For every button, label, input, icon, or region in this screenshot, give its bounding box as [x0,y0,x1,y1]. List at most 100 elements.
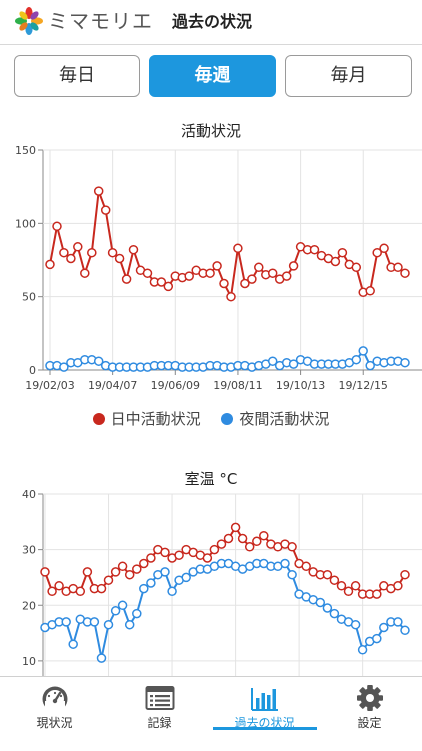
data-point[interactable] [93,186,104,196]
data-point[interactable] [343,586,354,597]
legend-nighttime[interactable]: 夜間活動状況 [221,408,329,429]
data-point[interactable] [80,268,90,278]
data-point[interactable] [202,553,213,563]
data-point[interactable] [117,561,128,572]
data-point[interactable] [226,291,236,302]
data-point[interactable] [400,569,410,580]
data-point[interactable] [336,581,347,591]
data-point[interactable] [393,581,403,591]
data-point[interactable] [52,221,62,232]
data-point[interactable] [96,583,107,594]
data-point[interactable] [139,583,149,594]
data-point[interactable] [233,243,243,254]
data-point[interactable] [209,544,220,555]
data-point[interactable] [252,536,262,547]
data-point[interactable] [280,558,290,569]
data-point[interactable] [61,617,71,627]
data-point[interactable] [68,639,78,649]
data-point[interactable] [93,356,104,366]
data-point[interactable] [75,586,86,597]
data-point[interactable] [358,346,368,356]
data-point[interactable] [142,268,153,278]
tab-current-status[interactable]: 現状況 [2,677,107,737]
data-point[interactable] [350,619,361,630]
data-point[interactable] [205,268,215,278]
data-point[interactable] [212,261,222,271]
data-point[interactable] [163,281,174,292]
data-point[interactable] [100,205,111,215]
data-point[interactable] [146,578,156,588]
data-point[interactable] [281,271,292,281]
data-point[interactable] [372,589,382,599]
data-point[interactable] [223,533,234,544]
data-point[interactable] [309,244,320,255]
data-point[interactable] [121,274,132,284]
period-tab-daily[interactable]: 毎日 [14,55,140,97]
data-point[interactable] [117,600,128,611]
data-point[interactable] [240,278,250,289]
data-point[interactable] [114,253,125,264]
data-point[interactable] [219,278,229,289]
data-point[interactable] [73,242,83,252]
data-point[interactable] [139,558,149,569]
data-point[interactable] [400,268,410,278]
data-point[interactable] [128,244,139,255]
data-point[interactable] [96,653,107,663]
data-point[interactable] [301,561,311,572]
data-point[interactable] [160,547,170,558]
data-point[interactable] [59,362,69,372]
data-point[interactable] [357,645,368,655]
data-point[interactable] [400,357,410,368]
data-point[interactable] [132,564,142,574]
data-point[interactable] [400,625,410,636]
data-point[interactable] [216,539,227,549]
data-point[interactable] [329,575,340,585]
data-point[interactable] [288,359,299,369]
data-point[interactable] [107,247,118,258]
period-tab-weekly[interactable]: 毎週 [149,55,276,97]
data-point[interactable] [174,550,184,560]
data-point[interactable] [103,619,114,630]
data-point[interactable] [110,606,121,616]
data-point[interactable] [287,542,297,552]
data-point[interactable] [82,567,93,577]
data-point[interactable] [267,268,278,278]
data-point[interactable] [59,247,69,258]
data-point[interactable] [156,277,167,287]
data-point[interactable] [40,567,50,577]
data-point[interactable] [110,567,121,577]
data-point[interactable] [351,262,362,273]
data-point[interactable] [322,569,333,580]
data-point[interactable] [351,354,362,365]
data-point[interactable] [237,533,248,544]
data-point[interactable] [337,247,348,258]
data-point[interactable] [47,586,57,597]
data-point[interactable] [315,597,326,608]
data-point[interactable] [365,286,375,296]
data-point[interactable] [372,247,382,258]
data-point[interactable] [288,261,299,271]
data-point[interactable] [230,522,241,533]
data-point[interactable] [181,572,191,583]
data-point[interactable] [124,619,135,630]
data-point[interactable] [103,575,114,585]
data-point[interactable] [393,617,403,627]
data-point[interactable] [167,586,177,597]
data-point[interactable] [146,553,156,563]
data-point[interactable] [350,581,361,591]
data-point[interactable] [393,262,403,273]
data-point[interactable] [244,542,255,552]
tab-settings[interactable]: 設定 [317,677,422,737]
data-point[interactable] [322,603,333,613]
data-point[interactable] [124,569,135,580]
data-point[interactable] [45,259,55,270]
data-point[interactable] [379,622,389,633]
data-point[interactable] [87,247,97,258]
data-point[interactable] [379,243,389,254]
period-tab-monthly[interactable]: 毎月 [285,55,412,97]
data-point[interactable] [247,274,257,284]
legend-daytime[interactable]: 日中活動状況 [92,408,201,429]
data-point[interactable] [267,356,278,366]
data-point[interactable] [184,271,194,281]
data-point[interactable] [89,617,100,627]
